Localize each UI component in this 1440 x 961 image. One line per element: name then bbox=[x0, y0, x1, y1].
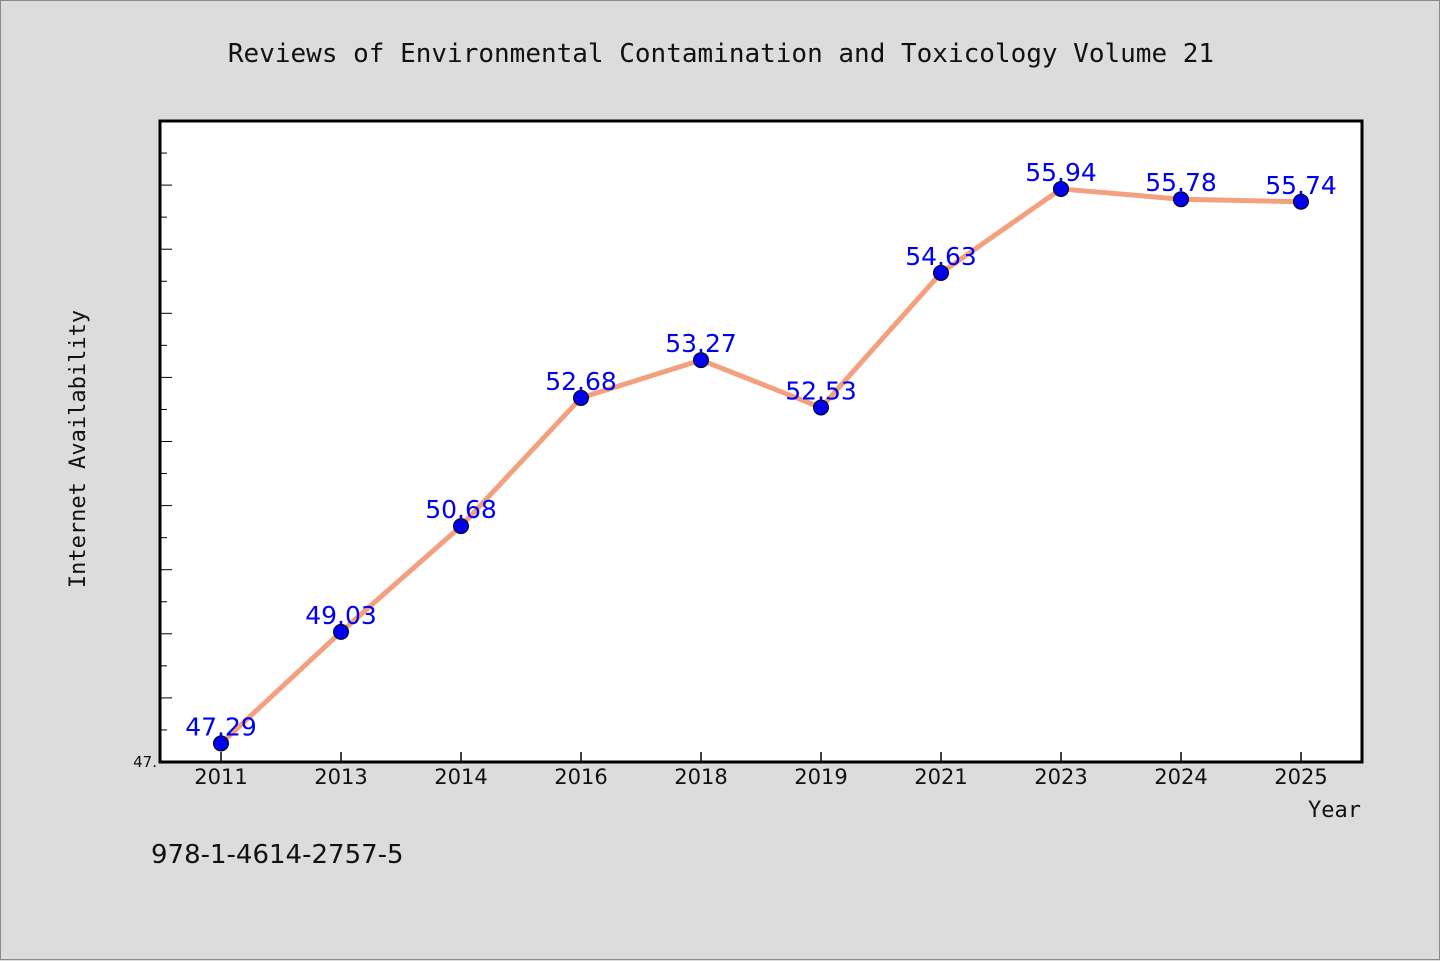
data-point bbox=[813, 399, 829, 416]
data-label: 47.29 bbox=[185, 712, 257, 741]
x-axis-ticks bbox=[220, 752, 1302, 762]
x-tick-label: 2023 bbox=[1034, 765, 1087, 789]
data-label: 55.94 bbox=[1025, 158, 1097, 187]
x-tick-label: 2024 bbox=[1154, 765, 1207, 789]
data-point bbox=[573, 389, 589, 406]
isbn-label: 978-1-4614-2757-5 bbox=[151, 840, 404, 870]
data-label: 50.68 bbox=[425, 495, 497, 524]
x-axis-label: Year bbox=[1308, 798, 1361, 823]
series-line bbox=[218, 186, 1304, 746]
x-tick-label: 2014 bbox=[434, 765, 487, 789]
data-labels: 47.29 49.03 50.68 52.68 53.27 52.53 54.63 55.94… bbox=[185, 158, 1337, 741]
x-tick-label: 2019 bbox=[794, 765, 847, 789]
chart-title: Reviews of Environmental Contamination a… bbox=[228, 39, 1214, 69]
data-label: 52.68 bbox=[545, 367, 617, 396]
data-point bbox=[453, 518, 469, 535]
data-point bbox=[213, 735, 229, 752]
x-tick-label: 2025 bbox=[1274, 765, 1327, 789]
y-axis-label: Internet Availability bbox=[66, 310, 91, 588]
x-tick-label: 2018 bbox=[674, 765, 727, 789]
plot-area bbox=[158, 119, 1364, 764]
x-tick-labels: 2011 2013 2014 2016 2018 2019 2021 2023 2024 2025 bbox=[194, 765, 1327, 789]
data-label: 55.78 bbox=[1145, 168, 1217, 197]
data-point bbox=[333, 623, 349, 640]
x-tick-label: 2013 bbox=[314, 765, 367, 789]
data-point bbox=[1053, 180, 1069, 197]
y-axis-ticks bbox=[160, 152, 172, 731]
x-tick-label: 2011 bbox=[194, 765, 247, 789]
data-points bbox=[213, 180, 1309, 752]
data-label: 53.27 bbox=[665, 329, 737, 358]
data-point bbox=[693, 352, 709, 369]
data-point bbox=[1173, 191, 1189, 208]
data-label: 49.03 bbox=[305, 601, 377, 630]
data-point bbox=[1293, 193, 1309, 210]
data-label: 55.74 bbox=[1265, 171, 1337, 200]
data-label: 52.53 bbox=[785, 377, 857, 406]
x-tick-label: 2016 bbox=[554, 765, 607, 789]
data-label: 54.63 bbox=[905, 242, 977, 271]
data-point bbox=[933, 264, 949, 281]
x-tick-label: 2021 bbox=[914, 765, 967, 789]
y-tick-label: 47. bbox=[133, 753, 157, 771]
